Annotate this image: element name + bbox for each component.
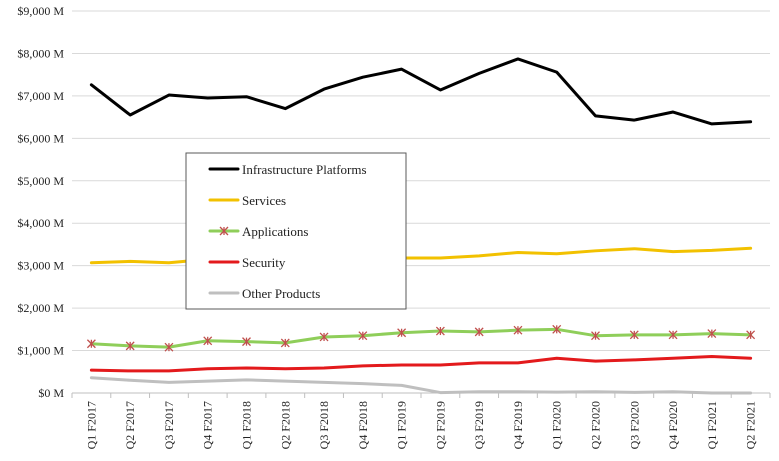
data-point-marker (591, 331, 600, 341)
data-point-marker (668, 330, 678, 340)
data-point-marker (125, 341, 135, 351)
data-point-marker (474, 327, 484, 337)
data-point-marker (629, 330, 639, 340)
legend-item: Security (208, 255, 286, 270)
series-line-other-products (89, 376, 753, 395)
legend: Infrastructure Platforms Services Applicat… (185, 152, 407, 310)
x-tick-label: Q3 F2018 (317, 401, 331, 449)
x-tick-label: Q1 F2020 (550, 401, 564, 449)
data-point-marker (746, 330, 756, 340)
x-tick-label: Q1 F2018 (240, 401, 254, 449)
legend-item: Applications (208, 224, 308, 239)
data-point-marker (513, 325, 523, 335)
data-point-marker (86, 339, 96, 349)
legend-item: Services (208, 193, 286, 208)
x-tick-label: Q4 F2018 (356, 401, 370, 449)
data-point-marker (435, 326, 445, 336)
y-tick-label: $0 M (38, 386, 64, 400)
y-tick-label: $5,000 M (17, 174, 64, 188)
legend-label: Services (242, 193, 286, 208)
data-point-marker (707, 329, 717, 339)
y-tick-label: $6,000 M (17, 131, 64, 145)
x-tick-label: Q4 F2019 (511, 401, 525, 449)
x-tick-label: Q1 F2019 (395, 401, 409, 449)
legend-item: Infrastructure Platforms (208, 162, 367, 177)
data-point-marker (397, 328, 407, 338)
data-point-marker (242, 337, 251, 347)
x-tick-label: Q2 F2021 (744, 401, 758, 449)
series-lines (86, 57, 756, 395)
x-tick-label: Q2 F2017 (123, 401, 137, 449)
y-tick-label: $7,000 M (17, 89, 64, 103)
x-tick-label: Q2 F2019 (433, 401, 447, 449)
y-tick-labels: $0 M $1,000 M $2,000 M $3,000 M $4,000 M $5,0… (17, 4, 64, 400)
x-tick-label: Q4 F2017 (201, 401, 215, 449)
data-point-marker (280, 338, 290, 348)
x-tick-label: Q4 F2020 (666, 401, 680, 449)
x-tick-label: Q2 F2018 (278, 401, 292, 449)
y-tick-label: $2,000 M (17, 301, 64, 315)
x-tick-label: Q2 F2020 (589, 401, 603, 449)
legend-label: Infrastructure Platforms (242, 162, 367, 177)
data-point-marker (319, 332, 329, 342)
y-tick-label: $9,000 M (17, 4, 64, 18)
y-tick-label: $8,000 M (17, 46, 64, 60)
grid-lines (72, 10, 770, 352)
series-line-infrastructure-platforms (89, 57, 753, 126)
x-tick-label: Q1 F2017 (84, 401, 98, 449)
y-tick-label: $1,000 M (17, 344, 64, 358)
y-tick-label: $4,000 M (17, 216, 64, 230)
legend-item: Other Products (208, 286, 320, 301)
x-tick-labels: Q1 F2017 Q2 F2017 Q3 F2017 Q4 F2017 Q1 F2018… (84, 401, 757, 449)
series-line-applications (89, 327, 753, 349)
data-point-marker (164, 342, 174, 352)
x-tick-label: Q3 F2020 (627, 401, 641, 449)
x-tick-label: Q3 F2019 (472, 401, 486, 449)
legend-label: Security (242, 255, 286, 270)
axes (71, 392, 771, 398)
y-tick-label: $3,000 M (17, 259, 64, 273)
x-tick-label: Q3 F2017 (162, 401, 176, 449)
x-tick-label: Q1 F2021 (705, 401, 719, 449)
legend-label: Other Products (242, 286, 320, 301)
data-point-marker (552, 324, 562, 334)
legend-label: Applications (242, 224, 308, 239)
series-line-security (89, 355, 753, 373)
data-point-marker (203, 336, 213, 346)
data-point-marker (358, 331, 368, 341)
